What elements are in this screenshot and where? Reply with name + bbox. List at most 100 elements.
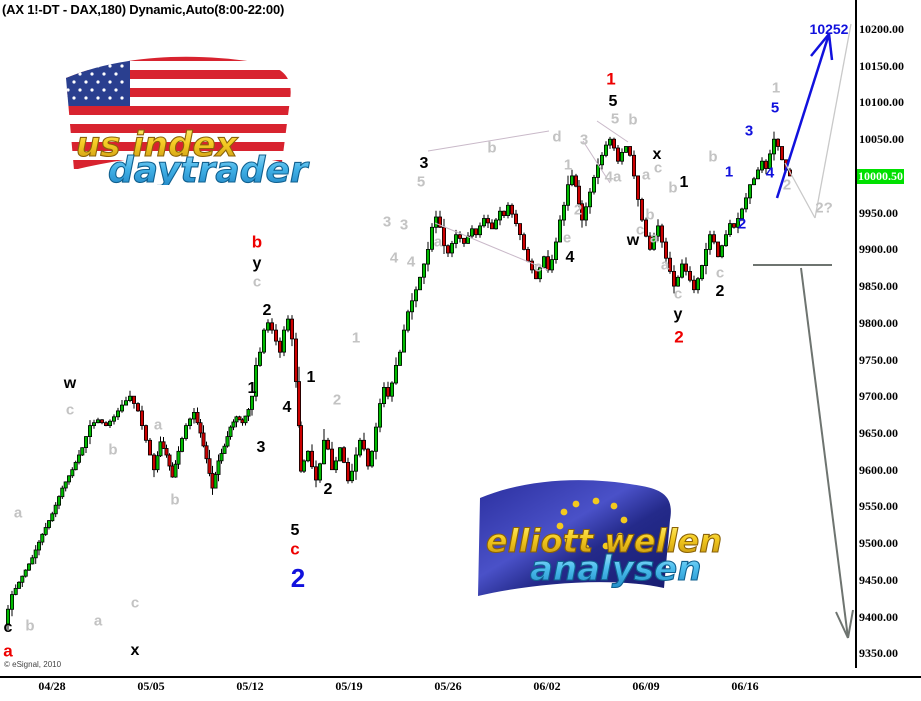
candle-body-up bbox=[592, 176, 597, 193]
candle-body-down bbox=[143, 425, 148, 441]
wave-label-1: 1 bbox=[306, 369, 316, 386]
candle-body-down bbox=[632, 154, 637, 177]
wave-label-a: a bbox=[649, 229, 659, 247]
candle-body-down bbox=[210, 472, 215, 489]
candle-body-up bbox=[183, 425, 188, 439]
candle-body-up bbox=[381, 386, 386, 404]
price-chart-canvas[interactable]: us index daytrader bbox=[0, 18, 855, 668]
candle-body-down bbox=[201, 432, 206, 447]
candle-body-up bbox=[191, 411, 196, 420]
wave-label-c: c bbox=[673, 285, 683, 303]
candle-body-down bbox=[461, 237, 466, 244]
candle-body-up bbox=[353, 454, 358, 472]
us-flag-icon bbox=[66, 56, 291, 170]
candle-body-down bbox=[313, 466, 318, 481]
candle-body-up bbox=[40, 533, 45, 543]
candle-body-up bbox=[724, 234, 729, 247]
candle-body-up bbox=[680, 263, 685, 278]
candle-body-up bbox=[77, 454, 82, 463]
wave-label-w: w bbox=[63, 375, 77, 392]
candle-body-down bbox=[204, 445, 209, 460]
price-tick: 10100.00 bbox=[859, 95, 904, 110]
candle-body-up bbox=[257, 351, 262, 366]
candle-body-down bbox=[293, 338, 298, 382]
candle-body-up bbox=[213, 474, 218, 489]
candle-body-up bbox=[173, 463, 178, 478]
candle-body-up bbox=[704, 248, 709, 266]
candle-body-up bbox=[63, 481, 68, 489]
candle-body-up bbox=[92, 422, 97, 427]
wave-label-c: c bbox=[3, 619, 13, 636]
us-index-logo-text: us index bbox=[76, 125, 239, 165]
wave-label-b: b bbox=[170, 491, 180, 509]
wave-label-b: b bbox=[708, 148, 718, 166]
wave-label-y: y bbox=[673, 306, 683, 323]
candle-body-up bbox=[20, 575, 25, 583]
wave-label-3: 3 bbox=[744, 122, 754, 140]
candle-body-down bbox=[640, 198, 645, 221]
price-tick: 9600.00 bbox=[859, 462, 898, 477]
wave-label-5: 5 bbox=[416, 173, 426, 191]
candle-body-down bbox=[501, 210, 506, 216]
candle-body-up bbox=[225, 436, 230, 447]
wave-label-2: 2 bbox=[737, 215, 747, 233]
alternate-projection-path bbox=[784, 23, 852, 219]
candle-body-down bbox=[147, 439, 152, 456]
candle-body-up bbox=[369, 450, 374, 467]
candle-body-up bbox=[33, 549, 38, 559]
wave-label-5: 5 bbox=[610, 110, 620, 128]
wave-label-e: e bbox=[562, 229, 572, 247]
candle-body-down bbox=[135, 403, 140, 412]
wave-label-3: 3 bbox=[382, 213, 392, 231]
candle-body-up bbox=[73, 461, 78, 471]
wave-label-1: 1 bbox=[679, 174, 689, 191]
candle-body-up bbox=[112, 416, 117, 422]
candle-body-down bbox=[325, 439, 330, 450]
candle-body-down bbox=[522, 234, 527, 250]
wave-label-1: 1 bbox=[771, 79, 781, 97]
candle-body-up bbox=[43, 527, 48, 535]
candle-body-up bbox=[50, 513, 55, 522]
candle-body-up bbox=[80, 447, 85, 456]
wave-label-2: 2 bbox=[332, 391, 342, 409]
candle-body-down bbox=[167, 454, 172, 467]
candle-body-up bbox=[281, 329, 286, 353]
date-tick: 06/09 bbox=[632, 679, 660, 693]
candle-body-up bbox=[333, 460, 338, 471]
wave-label-c: c bbox=[533, 258, 543, 276]
price-axis-line bbox=[855, 0, 857, 668]
candle-body-up bbox=[550, 259, 555, 271]
wave-label-2: 2 bbox=[674, 327, 684, 347]
candle-body-down bbox=[298, 425, 303, 472]
candle-body-up bbox=[405, 311, 410, 331]
candle-body-down bbox=[100, 419, 105, 424]
candle-body-up bbox=[554, 241, 559, 261]
candle-body-up bbox=[301, 460, 306, 472]
candle-body-up bbox=[127, 395, 132, 402]
candle-body-down bbox=[198, 422, 203, 434]
wave-label-5: 5 bbox=[290, 522, 300, 539]
candle-body-up bbox=[234, 416, 239, 423]
wave-label-c: c bbox=[290, 539, 300, 559]
wave-label-c: c bbox=[130, 594, 140, 612]
daytrader-logo-text: daytrader bbox=[108, 150, 310, 185]
candle-body-up bbox=[421, 263, 426, 278]
candle-body-up bbox=[760, 160, 765, 171]
date-tick: 05/26 bbox=[434, 679, 462, 693]
candle-body-up bbox=[246, 409, 251, 417]
candle-body-up bbox=[222, 445, 227, 454]
price-axis[interactable]: 10200.00 10150.00 10100.00 10050.00 9950.00 9… bbox=[857, 0, 921, 676]
time-axis[interactable]: 04/28 05/05 05/12 05/19 05/26 06/02 06/09 06/16 bbox=[0, 679, 921, 701]
candle-body-up bbox=[16, 581, 21, 589]
wave-label-c: c bbox=[65, 401, 75, 419]
wave-label-c: c bbox=[635, 221, 645, 239]
candle-body-down bbox=[207, 458, 212, 474]
candle-body-up bbox=[413, 289, 418, 302]
candle-body-down bbox=[732, 223, 737, 228]
wave-label-2: 2 bbox=[782, 176, 792, 194]
candle-body-up bbox=[96, 419, 101, 424]
date-tick: 06/16 bbox=[731, 679, 759, 693]
candle-body-up bbox=[231, 421, 236, 428]
candle-body-down bbox=[780, 146, 785, 161]
date-tick: 05/19 bbox=[335, 679, 363, 693]
